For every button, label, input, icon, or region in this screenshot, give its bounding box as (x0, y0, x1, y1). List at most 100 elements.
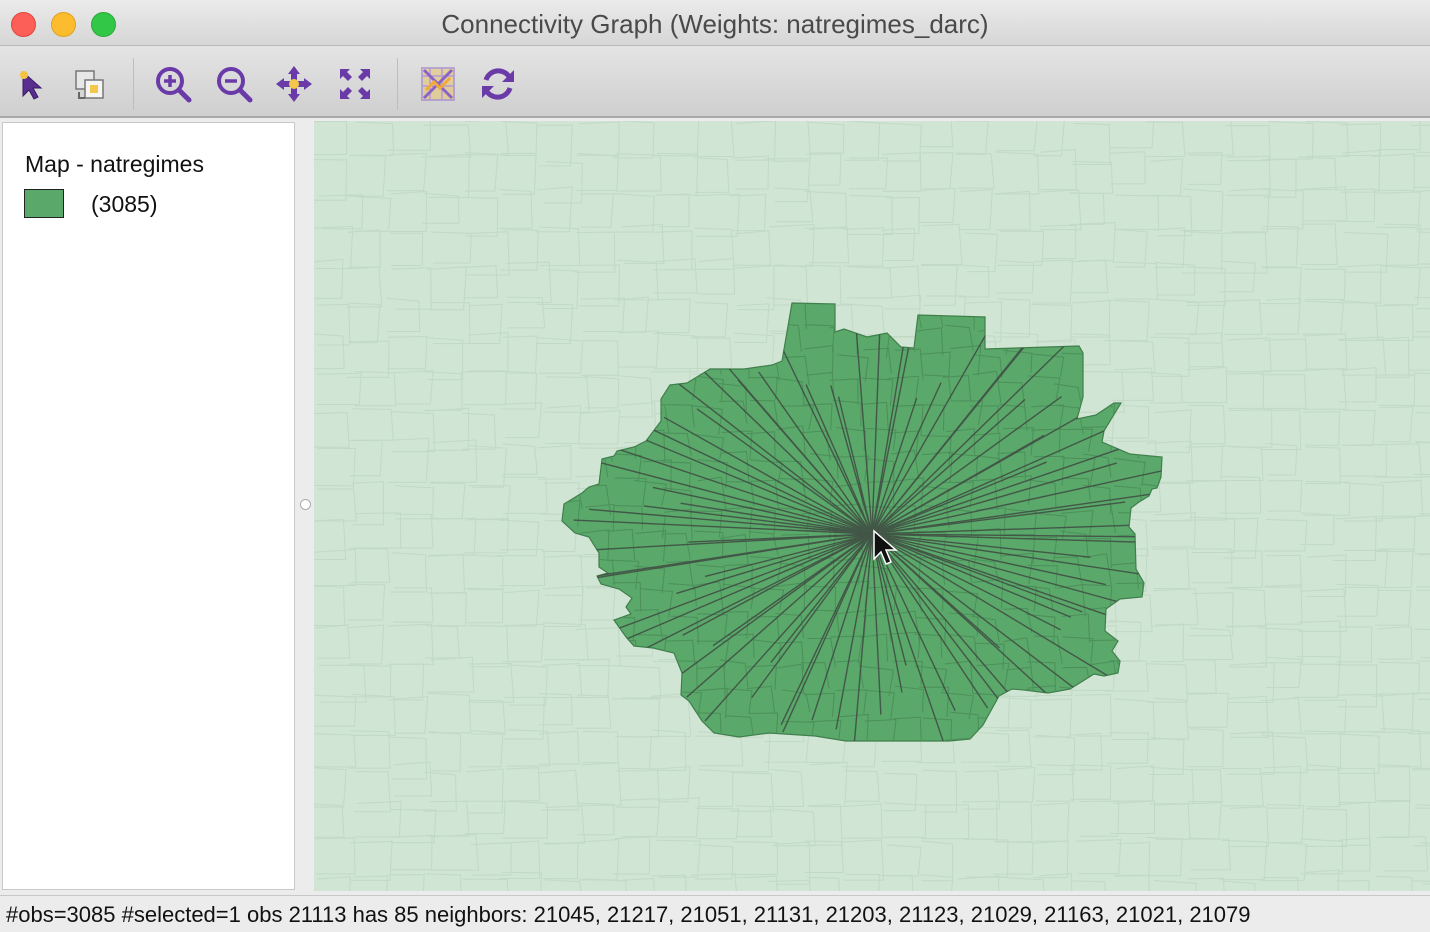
selected-county-boundary (1139, 404, 1162, 432)
county-boundary (654, 121, 700, 157)
selected-county-boundary (949, 344, 982, 376)
county-boundary (1337, 801, 1371, 846)
selected-county-boundary (633, 479, 668, 506)
panel-splitter[interactable] (295, 118, 314, 892)
toolbar-separator (397, 58, 398, 110)
county-boundary (464, 151, 499, 192)
county-boundary (1229, 409, 1273, 448)
zoom-out-button[interactable] (212, 62, 256, 106)
selected-county-boundary (562, 303, 582, 328)
county-boundary (390, 411, 436, 453)
county-boundary (994, 800, 1033, 843)
refresh-button[interactable] (476, 62, 520, 106)
selected-county-boundary (1031, 404, 1065, 432)
selected-county-boundary (635, 530, 667, 562)
selected-county-boundary (579, 347, 609, 372)
county-boundary (962, 770, 1000, 810)
county-boundary (462, 412, 497, 450)
county-boundary (393, 761, 433, 797)
county-boundary (919, 187, 956, 224)
county-boundary (1260, 841, 1308, 882)
county-boundary (314, 258, 344, 299)
selected-county-boundary (580, 374, 613, 404)
minimize-button[interactable] (51, 12, 76, 37)
select-tool-button[interactable] (10, 62, 54, 106)
county-boundary (543, 376, 590, 413)
county-boundary (1415, 589, 1430, 631)
county-boundary (1378, 121, 1421, 151)
neighbor-edge (871, 501, 1126, 535)
close-button[interactable] (11, 12, 36, 37)
county-boundary (506, 296, 546, 329)
title-bar[interactable]: Connectivity Graph (Weights: natregimes_… (0, 0, 1430, 46)
county-boundary (846, 266, 893, 299)
county-boundary (613, 121, 655, 159)
neighbor-edge (568, 453, 873, 535)
county-boundary (580, 340, 619, 376)
county-boundary (464, 121, 510, 156)
county-boundary (316, 624, 351, 659)
map-layer-button[interactable] (416, 62, 460, 106)
county-boundary (1338, 367, 1377, 403)
selected-county-boundary (862, 689, 895, 720)
county-boundary (1152, 697, 1189, 740)
neighbor-edge (871, 533, 1083, 613)
county-boundary (354, 800, 402, 838)
county-boundary (1300, 367, 1347, 410)
selected-county-boundary (1006, 584, 1038, 612)
county-boundary (393, 369, 434, 405)
county-boundary (1414, 297, 1430, 333)
splitter-handle[interactable] (300, 499, 311, 510)
selected-county-boundary (829, 635, 864, 663)
legend-color-swatch[interactable] (24, 189, 64, 218)
county-boundary (1305, 554, 1347, 597)
county-boundary (921, 152, 954, 190)
county-boundary (388, 663, 425, 701)
county-boundary (1152, 588, 1199, 626)
county-boundary (346, 266, 383, 308)
county-boundary (1153, 227, 1186, 268)
county-boundary (1413, 440, 1430, 475)
selected-county-boundary (864, 719, 897, 741)
connectivity-map[interactable] (314, 121, 1430, 891)
map-canvas[interactable] (314, 121, 1430, 891)
neighbor-edge (682, 533, 873, 636)
selected-county-boundary (1060, 428, 1094, 452)
county-boundary (1040, 189, 1082, 231)
county-boundary (1070, 259, 1109, 294)
county-boundary (1076, 839, 1122, 875)
selected-county-boundary (893, 716, 922, 741)
county-boundary (1336, 880, 1370, 891)
maximize-button[interactable] (91, 12, 116, 37)
county-boundary (1378, 727, 1422, 768)
county-boundary (1306, 764, 1341, 808)
selection-mode-button[interactable] (68, 62, 112, 106)
selected-county-boundary (1140, 376, 1162, 404)
county-boundary (1221, 231, 1268, 274)
county-boundary (503, 696, 545, 740)
county-boundary (1108, 620, 1142, 662)
neighbor-edge (643, 505, 873, 535)
county-boundary (1377, 548, 1414, 588)
county-boundary (1109, 121, 1155, 149)
selected-county-boundary (948, 634, 978, 662)
county-boundary (314, 411, 350, 448)
selected-county-boundary (633, 565, 666, 594)
fit-to-window-button[interactable] (333, 62, 377, 106)
county-boundary (542, 585, 584, 627)
county-boundary (314, 158, 348, 201)
pan-button[interactable] (272, 62, 316, 106)
county-boundary (1305, 869, 1340, 891)
selected-county-boundary (804, 344, 834, 375)
selected-county-boundary (1140, 530, 1162, 562)
county-boundary (349, 439, 383, 477)
selected-county-boundary (1053, 556, 1083, 584)
county-boundary (427, 553, 466, 594)
county-boundary (1338, 299, 1379, 341)
legend-panel[interactable]: Map - natregimes (3085) (2, 122, 295, 890)
county-boundary (544, 879, 582, 891)
neighbor-edge (871, 533, 1061, 631)
county-boundary (428, 731, 462, 772)
neighbor-edge (696, 408, 873, 535)
zoom-in-button[interactable] (151, 62, 195, 106)
